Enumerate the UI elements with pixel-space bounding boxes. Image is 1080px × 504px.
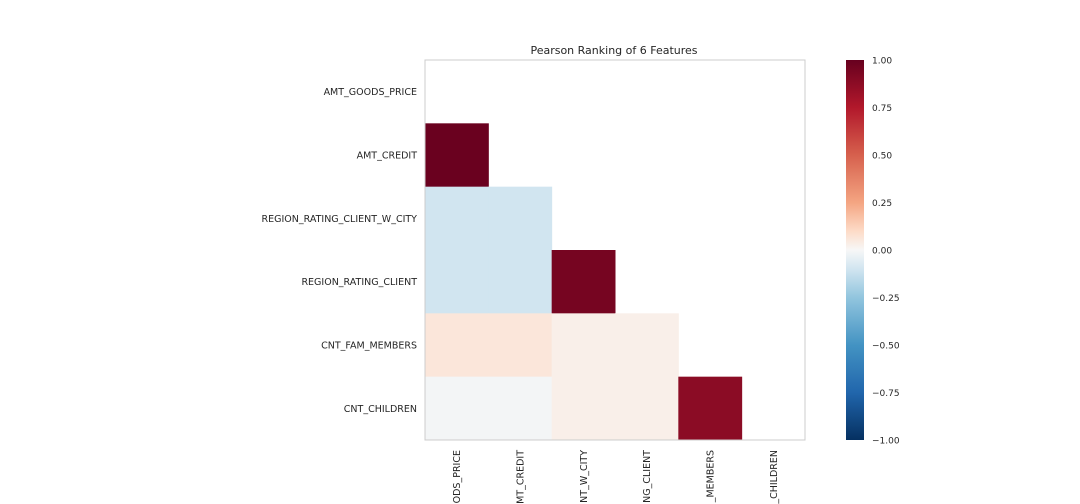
colorbar-tick-label: −0.75: [872, 389, 900, 399]
heatmap-cell-r5-c0: [425, 376, 489, 441]
colorbar: [846, 60, 864, 440]
x-tick-label: MT_CREDIT: [516, 450, 527, 504]
heatmap-cell-r5-c3: [615, 376, 679, 441]
x-tick-label: NG_CLIENT: [642, 450, 653, 503]
plot-frame: [424, 59, 806, 441]
colorbar-tick-label: −1.00: [872, 437, 900, 447]
y-tick-label: REGION_RATING_CLIENT: [301, 277, 417, 288]
x-tick-label: _CHILDREN: [769, 450, 780, 504]
colorbar-tick-label: −0.25: [872, 294, 900, 304]
x-tick-label: NT_W_CITY: [579, 450, 590, 503]
x-tick-label: ODS_PRICE: [452, 450, 463, 503]
colorbar-tick-label: 0.75: [872, 104, 892, 114]
y-tick-label: AMT_GOODS_PRICE: [324, 87, 417, 98]
x-tick-label: _MEMBERS: [706, 450, 717, 503]
heatmap-cell-r2-c1: [488, 186, 553, 251]
heatmap-cell-r5-c2: [551, 376, 616, 441]
heatmap-cell-r4-c3: [615, 313, 679, 378]
y-tick-label: CNT_FAM_MEMBERS: [321, 341, 417, 352]
heatmap-cell-r4-c2: [551, 313, 616, 378]
y-tick-label: AMT_CREDIT: [357, 151, 418, 162]
y-tick-label: REGION_RATING_CLIENT_W_CITY: [262, 214, 418, 225]
heatmap-cell-r3-c1: [488, 250, 553, 314]
colorbar-tick-label: 1.00: [872, 57, 892, 67]
colorbar-tick-label: 0.50: [872, 152, 892, 162]
x-axis-ticks: ODS_PRICE MT_CREDIT NT_W_CITY NG_CLIENT _MEM…: [452, 450, 780, 504]
colorbar-tick-label: −0.50: [872, 342, 900, 352]
y-axis-ticks: AMT_GOODS_PRICE AMT_CREDIT REGION_RATING_C…: [262, 87, 418, 415]
heatmap-cell-r5-c4: [678, 376, 743, 441]
heatmap-cell-r4-c1: [488, 313, 553, 378]
colorbar-tick-label: 0.00: [872, 247, 892, 257]
chart-title: Pearson Ranking of 6 Features: [530, 44, 697, 57]
heatmap-cell-r2-c0: [425, 186, 489, 251]
colorbar-tick-label: 0.25: [872, 199, 892, 209]
heatmap-cell-r3-c2: [551, 250, 616, 314]
heatmap-cells: [425, 123, 743, 441]
heatmap-cell-r4-c0: [425, 313, 489, 378]
y-tick-label: CNT_CHILDREN: [344, 404, 417, 415]
colorbar-ticks: 1.00 0.75 0.50 0.25 0.00 −0.25 −0.50 −0.75 −1.00: [872, 57, 900, 447]
heatmap-cell-r3-c0: [425, 250, 489, 314]
heatmap-cell-r5-c1: [488, 376, 553, 441]
heatmap-cell-r1-c0: [425, 123, 489, 188]
